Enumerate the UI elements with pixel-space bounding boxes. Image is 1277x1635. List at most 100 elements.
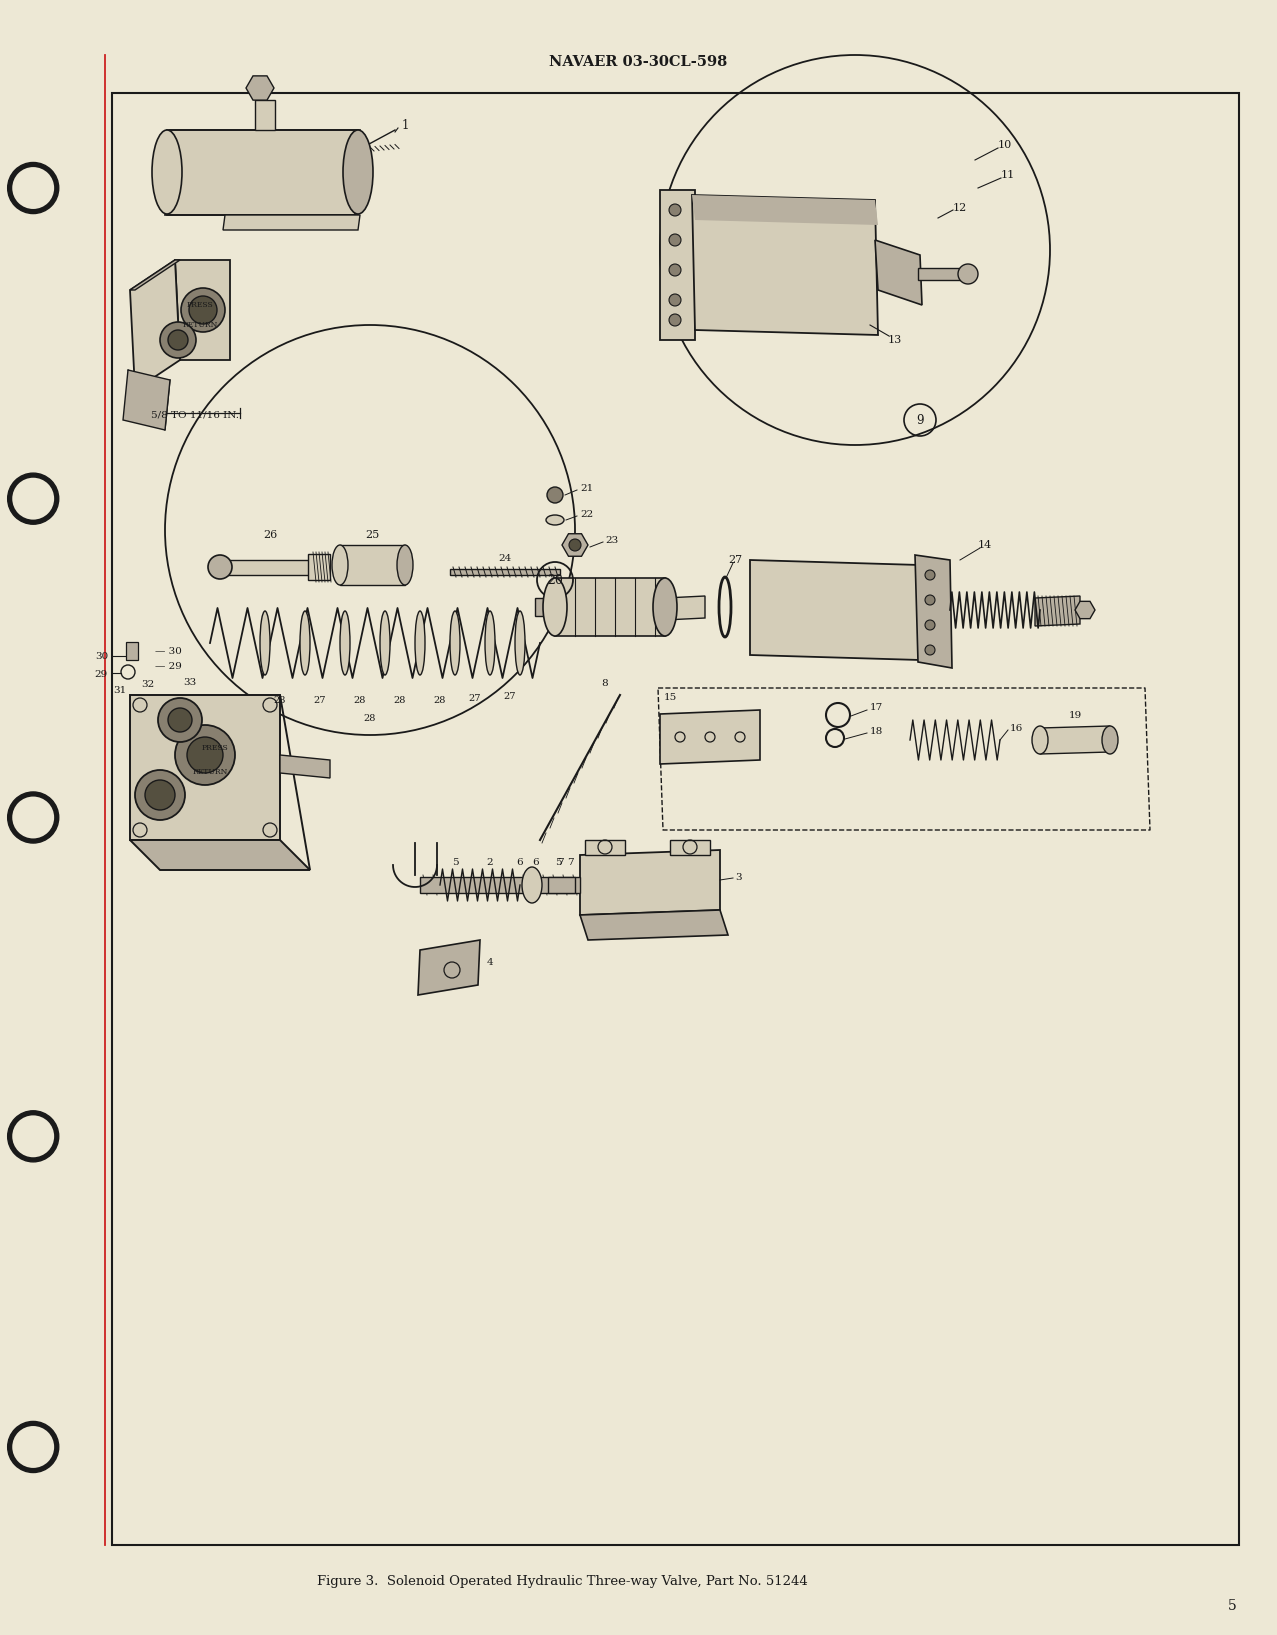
Text: 23: 23: [605, 536, 618, 544]
Text: 17: 17: [870, 703, 884, 711]
Circle shape: [547, 487, 563, 504]
Ellipse shape: [397, 544, 412, 585]
Circle shape: [958, 263, 978, 284]
Polygon shape: [875, 240, 922, 306]
Text: — 29: — 29: [155, 662, 181, 670]
Polygon shape: [340, 544, 405, 585]
Text: 28: 28: [354, 695, 366, 705]
Text: 20: 20: [547, 574, 563, 587]
Circle shape: [8, 1110, 59, 1162]
Ellipse shape: [261, 611, 269, 675]
Text: 28: 28: [364, 713, 377, 723]
Text: 9: 9: [917, 414, 923, 427]
Text: 5: 5: [1228, 1599, 1236, 1612]
Text: 15: 15: [663, 693, 677, 701]
Text: 24: 24: [498, 554, 512, 562]
Text: 11: 11: [1001, 170, 1015, 180]
Polygon shape: [418, 940, 480, 996]
Text: 27: 27: [503, 692, 516, 700]
Circle shape: [13, 1426, 54, 1468]
Polygon shape: [660, 190, 695, 340]
Text: 28: 28: [393, 695, 406, 705]
Ellipse shape: [175, 724, 235, 785]
Text: PRESS: PRESS: [186, 301, 213, 309]
Text: 27: 27: [469, 693, 481, 703]
Circle shape: [13, 477, 54, 520]
Polygon shape: [665, 597, 705, 620]
Text: 29: 29: [94, 669, 109, 679]
Ellipse shape: [450, 611, 460, 675]
Circle shape: [925, 620, 935, 629]
Text: 5/8 TO 11/16 IN.: 5/8 TO 11/16 IN.: [151, 410, 239, 420]
Polygon shape: [750, 561, 919, 661]
Polygon shape: [246, 75, 275, 100]
Ellipse shape: [515, 611, 525, 675]
Polygon shape: [585, 840, 624, 855]
Polygon shape: [562, 533, 587, 556]
Ellipse shape: [344, 131, 373, 214]
Circle shape: [8, 162, 59, 214]
Polygon shape: [225, 561, 310, 576]
Ellipse shape: [181, 288, 225, 332]
Bar: [112, 93, 1239, 1545]
Polygon shape: [130, 260, 180, 391]
Polygon shape: [280, 695, 310, 870]
Ellipse shape: [169, 330, 188, 350]
Text: 27: 27: [728, 554, 742, 566]
Ellipse shape: [1102, 726, 1117, 754]
Polygon shape: [1039, 726, 1110, 754]
Text: 16: 16: [1010, 724, 1023, 732]
Ellipse shape: [415, 611, 425, 675]
Ellipse shape: [381, 611, 389, 675]
Text: 8: 8: [601, 679, 608, 687]
Text: 6: 6: [533, 857, 539, 867]
Polygon shape: [175, 260, 230, 360]
Ellipse shape: [169, 708, 192, 732]
Text: 7: 7: [557, 857, 563, 867]
Circle shape: [8, 1421, 59, 1473]
Circle shape: [13, 1115, 54, 1158]
Text: RETURN: RETURN: [193, 768, 227, 777]
Polygon shape: [692, 195, 879, 335]
Ellipse shape: [485, 611, 495, 675]
Ellipse shape: [189, 296, 217, 324]
Polygon shape: [692, 195, 879, 226]
Polygon shape: [130, 260, 180, 289]
Polygon shape: [548, 876, 575, 893]
Polygon shape: [420, 876, 580, 893]
Text: 18: 18: [870, 726, 884, 736]
Circle shape: [925, 644, 935, 656]
Text: — 30: — 30: [155, 646, 181, 656]
Text: 31: 31: [114, 685, 126, 695]
Text: 27: 27: [314, 695, 326, 705]
Ellipse shape: [152, 131, 183, 214]
Text: 5: 5: [452, 857, 458, 867]
Text: 5: 5: [554, 857, 562, 867]
Polygon shape: [130, 695, 280, 840]
Ellipse shape: [146, 780, 175, 809]
Polygon shape: [308, 554, 329, 580]
Text: NAVAER 03-30CL-598: NAVAER 03-30CL-598: [549, 56, 728, 69]
Polygon shape: [130, 840, 310, 870]
Text: 10: 10: [997, 141, 1013, 150]
Text: 33: 33: [184, 677, 197, 687]
Polygon shape: [123, 370, 170, 430]
Circle shape: [8, 473, 59, 525]
Polygon shape: [580, 911, 728, 940]
Polygon shape: [660, 710, 760, 764]
Text: 12: 12: [953, 203, 967, 213]
Polygon shape: [223, 214, 360, 231]
Text: 6: 6: [517, 857, 524, 867]
Ellipse shape: [300, 611, 310, 675]
Ellipse shape: [522, 867, 541, 903]
Circle shape: [13, 167, 54, 209]
Text: 13: 13: [888, 335, 902, 345]
Text: Figure 3.  Solenoid Operated Hydraulic Three-way Valve, Part No. 51244: Figure 3. Solenoid Operated Hydraulic Th…: [317, 1575, 807, 1588]
Ellipse shape: [135, 770, 185, 821]
Circle shape: [925, 571, 935, 580]
Text: 3: 3: [736, 873, 742, 881]
Text: RETURN: RETURN: [183, 320, 217, 329]
Text: 26: 26: [263, 530, 277, 540]
Ellipse shape: [653, 579, 677, 636]
Ellipse shape: [1032, 726, 1048, 754]
